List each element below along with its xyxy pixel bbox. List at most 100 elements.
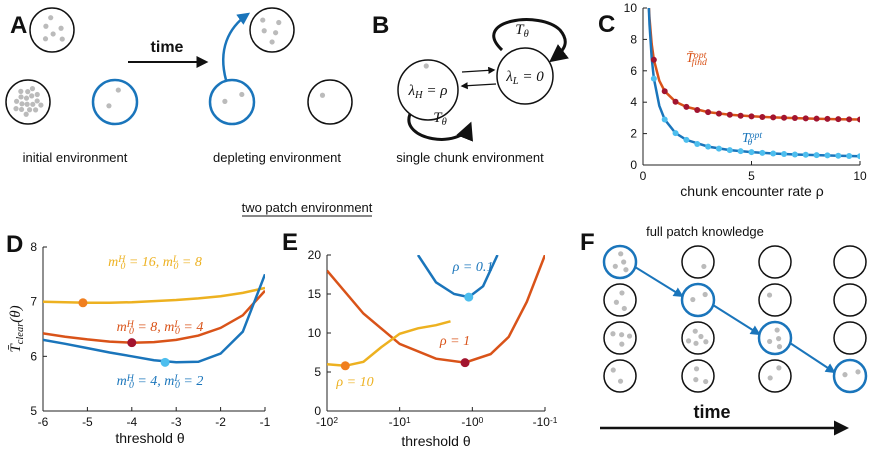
- y-tick-label: 7: [30, 295, 37, 309]
- point: [835, 116, 842, 123]
- resource-item: [619, 332, 625, 338]
- y-tick-label: 20: [308, 248, 322, 262]
- patch: [681, 245, 715, 279]
- resource-item: [29, 86, 36, 92]
- resource-item: [276, 19, 282, 26]
- resource-item: [59, 36, 65, 42]
- patch-current: [208, 78, 256, 126]
- point: [748, 149, 755, 156]
- patch: [603, 321, 637, 355]
- point: [802, 151, 809, 158]
- caption: single chunk environment: [396, 150, 544, 165]
- point: [748, 113, 755, 120]
- time-label: time: [693, 402, 730, 422]
- series-label: Topt θ: [742, 130, 763, 148]
- patch-current: [757, 320, 793, 356]
- resource-item: [610, 367, 616, 373]
- line: [327, 320, 451, 368]
- resource-item: [222, 98, 228, 104]
- resource-item: [269, 39, 275, 45]
- point: [715, 145, 722, 152]
- point: [661, 88, 668, 95]
- resource-item: [703, 378, 709, 385]
- patch: [681, 359, 715, 393]
- resource-item: [774, 327, 780, 333]
- x-tick-label: -5: [82, 415, 93, 429]
- series-label: mH 0 = 4, mL 0 = 2: [117, 373, 204, 391]
- resource-item: [23, 95, 30, 101]
- transition: [461, 66, 496, 74]
- point: [781, 151, 788, 158]
- panel-letter: E: [282, 229, 298, 256]
- move-arrow: [221, 12, 251, 81]
- caption: initial environment: [23, 150, 128, 165]
- series-label: ρ = 0.1: [452, 260, 494, 275]
- self-loop: [407, 113, 473, 142]
- chart: E -102 -101 -100 -10-1 0 5 10 15 20 threshold θ ρ =…: [282, 229, 558, 449]
- x-axis-label: threshold θ: [115, 430, 184, 446]
- y-tick-label: 5: [314, 365, 321, 379]
- series-label: ρ = 1: [439, 334, 470, 349]
- y-tick-label: 2: [630, 127, 637, 141]
- resource-item: [26, 107, 33, 113]
- point: [846, 116, 853, 123]
- state-label: λH = ρ: [408, 83, 448, 101]
- resource-item: [623, 267, 629, 273]
- point: [835, 152, 842, 159]
- resource-item: [612, 263, 618, 269]
- resource-item: [619, 341, 625, 347]
- point: [683, 136, 690, 143]
- resource-item: [115, 87, 121, 93]
- x-tick-label: -2: [215, 415, 226, 429]
- line: [647, 8, 860, 121]
- point: [737, 148, 744, 155]
- move-arrow: [634, 266, 684, 298]
- point: [705, 143, 712, 150]
- resource-item: [50, 31, 56, 37]
- resource-item: [13, 98, 20, 104]
- resource-item: [693, 377, 699, 383]
- point: [759, 149, 766, 156]
- point: [694, 140, 701, 147]
- point: [857, 116, 860, 123]
- point: [672, 130, 679, 137]
- x-axis-label: threshold θ: [401, 433, 470, 449]
- x-axis-label: chunk encounter rate ρ: [680, 183, 823, 199]
- resource-item: [42, 36, 49, 42]
- point: [813, 152, 820, 159]
- resource-item: [23, 111, 29, 117]
- resource-item: [18, 106, 25, 113]
- resource-item: [702, 291, 708, 298]
- self-loop: [492, 18, 569, 63]
- resource-item: [842, 372, 848, 378]
- resource-item: [319, 92, 326, 98]
- resource-item: [766, 292, 773, 298]
- y-tick-label: 15: [308, 287, 322, 301]
- resource-item: [34, 91, 40, 98]
- line: [416, 255, 499, 299]
- patch: [5, 79, 51, 125]
- state: [397, 59, 459, 121]
- patch-current: [832, 358, 868, 394]
- resource-item: [692, 328, 698, 334]
- line: [43, 273, 265, 364]
- x-tick-label: -101: [389, 415, 411, 429]
- x-tick-label: -1: [260, 415, 271, 429]
- point: [770, 150, 777, 157]
- resource-item: [18, 94, 24, 100]
- point: [705, 109, 712, 116]
- patch-current: [680, 282, 716, 318]
- panel-title: full patch knowledge: [646, 224, 764, 239]
- resource-item: [19, 101, 25, 107]
- state-label: λL = 0: [505, 69, 544, 87]
- y-tick-label: 4: [630, 95, 637, 109]
- point: [683, 103, 690, 110]
- resource-item: [29, 93, 35, 99]
- panel-letter: A: [10, 12, 27, 39]
- point: [759, 113, 766, 120]
- minimum-point: [340, 361, 350, 371]
- resource-item: [617, 378, 624, 384]
- y-tick-label: 10: [624, 1, 638, 15]
- subtitle: two patch environment: [242, 200, 373, 215]
